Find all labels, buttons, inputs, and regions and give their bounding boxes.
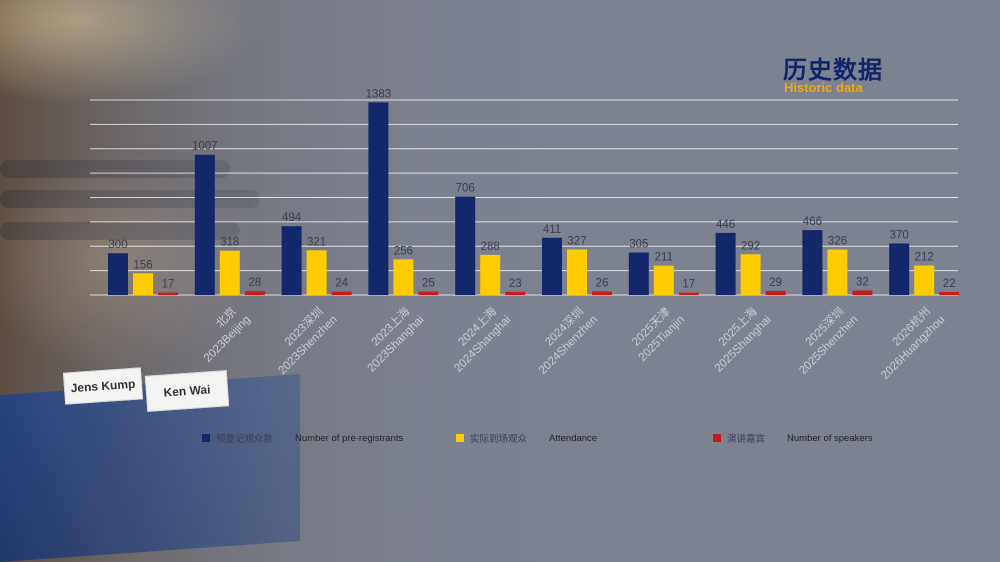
legend-label-en: Number of pre-registrants — [295, 432, 404, 444]
legend-swatch — [456, 434, 464, 442]
bar-attendance — [393, 259, 414, 295]
bar-speakers — [939, 291, 960, 295]
bar-speakers — [244, 291, 265, 295]
bar-speakers — [592, 291, 612, 295]
data-label: 26 — [596, 277, 609, 289]
data-label: 1007 — [192, 141, 218, 153]
data-label: 256 — [394, 245, 413, 257]
bar-pre-registrants — [542, 237, 562, 295]
bar-speakers — [765, 290, 786, 295]
legend-label-cn: 演讲嘉宾 — [727, 434, 766, 445]
data-label: 318 — [220, 237, 239, 249]
data-label: 29 — [769, 277, 782, 289]
bar-pre-registrants — [368, 102, 389, 295]
data-label: 25 — [422, 278, 435, 290]
bar-attendance — [914, 265, 935, 295]
data-label: 32 — [856, 277, 869, 289]
legend-label-cn: 预登记观众数 — [216, 434, 274, 445]
bar-attendance — [740, 254, 761, 295]
legend-swatch — [202, 434, 210, 442]
data-label: 292 — [741, 240, 760, 252]
legend-label-en: Attendance — [549, 432, 598, 444]
bar-speakers — [158, 292, 178, 295]
bar-pre-registrants — [802, 230, 823, 295]
legend-item-speakers: 演讲嘉宾 Number of speakers — [713, 431, 873, 445]
bar-pre-registrants — [628, 252, 649, 295]
bar-pre-registrants — [715, 232, 736, 295]
data-label: 446 — [716, 219, 735, 231]
legend-item-pre-registrants: 预登记观众数 Number of pre-registrants — [202, 431, 403, 445]
bar-attendance — [306, 250, 327, 295]
bar-speakers — [331, 291, 352, 295]
bar-attendance — [219, 250, 240, 295]
legend-label-en: Number of speakers — [787, 432, 873, 444]
bar-pre-registrants — [194, 154, 215, 295]
bar-pre-registrants — [108, 253, 128, 295]
data-label: 1383 — [366, 88, 392, 100]
data-label: 305 — [629, 239, 648, 251]
data-label: 327 — [567, 235, 586, 247]
bar-attendance — [133, 273, 153, 295]
bar-attendance — [653, 265, 674, 295]
bar-speakers — [505, 291, 526, 295]
data-label: 494 — [282, 212, 302, 224]
bar-speakers — [852, 290, 873, 295]
bar-attendance — [567, 249, 587, 295]
data-label: 321 — [307, 236, 326, 248]
bar-speakers — [678, 292, 699, 295]
data-label: 411 — [543, 224, 561, 236]
bar-attendance — [827, 249, 848, 295]
legend-label-cn: 实际到场观众 — [470, 434, 528, 445]
page-subtitle: Historic data — [784, 80, 863, 95]
data-label: 288 — [481, 241, 500, 253]
data-label: 156 — [133, 259, 152, 271]
bar-attendance — [480, 254, 501, 295]
data-label: 370 — [890, 229, 909, 241]
data-label: 28 — [248, 277, 261, 289]
data-label: 466 — [803, 216, 822, 228]
legend-item-attendance: 实际到场观众 Attendance — [456, 431, 597, 445]
data-label: 22 — [943, 278, 956, 290]
bar-pre-registrants — [889, 243, 910, 295]
data-label: 17 — [682, 279, 695, 291]
data-label: 706 — [456, 183, 475, 195]
data-label: 211 — [655, 252, 673, 264]
data-label: 212 — [915, 251, 934, 263]
data-label: 23 — [509, 278, 522, 290]
bar-pre-registrants — [455, 196, 476, 295]
data-label: 17 — [162, 279, 175, 291]
data-label: 24 — [335, 278, 348, 290]
bar-speakers — [418, 291, 439, 295]
page-title: 历史数据 — [783, 56, 883, 84]
bar-pre-registrants — [281, 226, 302, 295]
data-label: 300 — [108, 239, 127, 251]
legend-swatch — [713, 434, 721, 442]
data-label: 326 — [828, 236, 847, 248]
